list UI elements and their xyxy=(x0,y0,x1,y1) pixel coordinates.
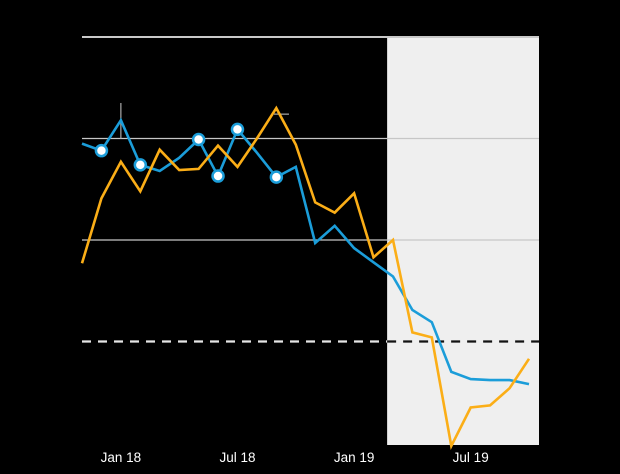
highlight-region xyxy=(387,37,539,445)
data-point-marker xyxy=(211,169,225,183)
data-point-marker xyxy=(269,170,284,184)
x-axis-label: Jan 19 xyxy=(334,450,375,465)
series-orange-line xyxy=(80,105,531,451)
x-axis-label: Jul 19 xyxy=(453,450,489,465)
data-point-marker xyxy=(94,143,109,158)
data-point-marker xyxy=(133,158,148,172)
x-axis-label: Jan 18 xyxy=(101,450,142,465)
series-blue-line xyxy=(81,117,530,386)
data-point-marker xyxy=(191,132,206,147)
data-point-marker xyxy=(230,122,245,137)
x-axis-label: Jul 18 xyxy=(219,450,255,465)
